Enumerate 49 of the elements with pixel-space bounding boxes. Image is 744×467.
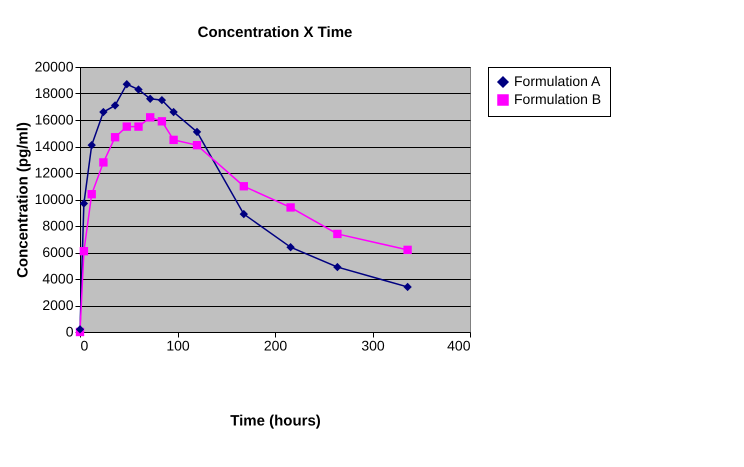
point — [192, 128, 202, 136]
point — [158, 96, 166, 104]
point — [403, 246, 412, 254]
point — [80, 199, 88, 208]
point — [403, 282, 412, 292]
point — [134, 85, 143, 94]
y-axis-title: Concentration (pg/ml) — [14, 122, 32, 278]
point — [88, 140, 96, 150]
legend-label: Formulation A — [514, 73, 602, 89]
y-tick-label: 10000 — [34, 191, 74, 207]
point — [146, 94, 154, 103]
x-tick-label: 400 — [447, 338, 471, 354]
x-tick-label: 300 — [361, 338, 385, 354]
point — [99, 108, 108, 116]
point — [99, 158, 108, 167]
point — [110, 133, 120, 142]
y-tick-label: 16000 — [34, 112, 74, 128]
y-tick-label: 8000 — [42, 218, 74, 234]
point — [169, 136, 178, 144]
point — [169, 108, 178, 116]
point — [122, 80, 131, 88]
y-tick-label: 6000 — [42, 244, 74, 260]
point — [88, 190, 96, 198]
x-axis-title: Time (hours) — [230, 412, 321, 430]
point — [134, 122, 143, 131]
y-tick-label: 12000 — [34, 164, 74, 180]
point — [110, 101, 120, 110]
y-tick-label: 18000 — [34, 85, 74, 101]
y-tick-label: 4000 — [42, 270, 74, 286]
point — [80, 246, 88, 256]
y-tick-label: 0 — [66, 324, 74, 340]
point — [286, 243, 295, 252]
point — [146, 113, 154, 122]
chart-title: Concentration X Time — [198, 24, 352, 41]
legend-label: Formulation B — [514, 91, 602, 107]
point — [192, 140, 202, 150]
point — [240, 210, 248, 218]
point — [158, 117, 166, 126]
point — [333, 230, 342, 238]
y-tick-label: 14000 — [34, 138, 74, 154]
point — [122, 122, 131, 131]
point — [240, 182, 248, 190]
point — [286, 203, 295, 212]
x-tick-label: 0 — [80, 338, 88, 354]
x-tick-label: 100 — [166, 338, 190, 354]
x-tick-label: 200 — [264, 338, 288, 354]
point — [333, 262, 342, 272]
y-tick-label: 20000 — [34, 58, 74, 74]
y-tick-label: 2000 — [42, 297, 74, 313]
